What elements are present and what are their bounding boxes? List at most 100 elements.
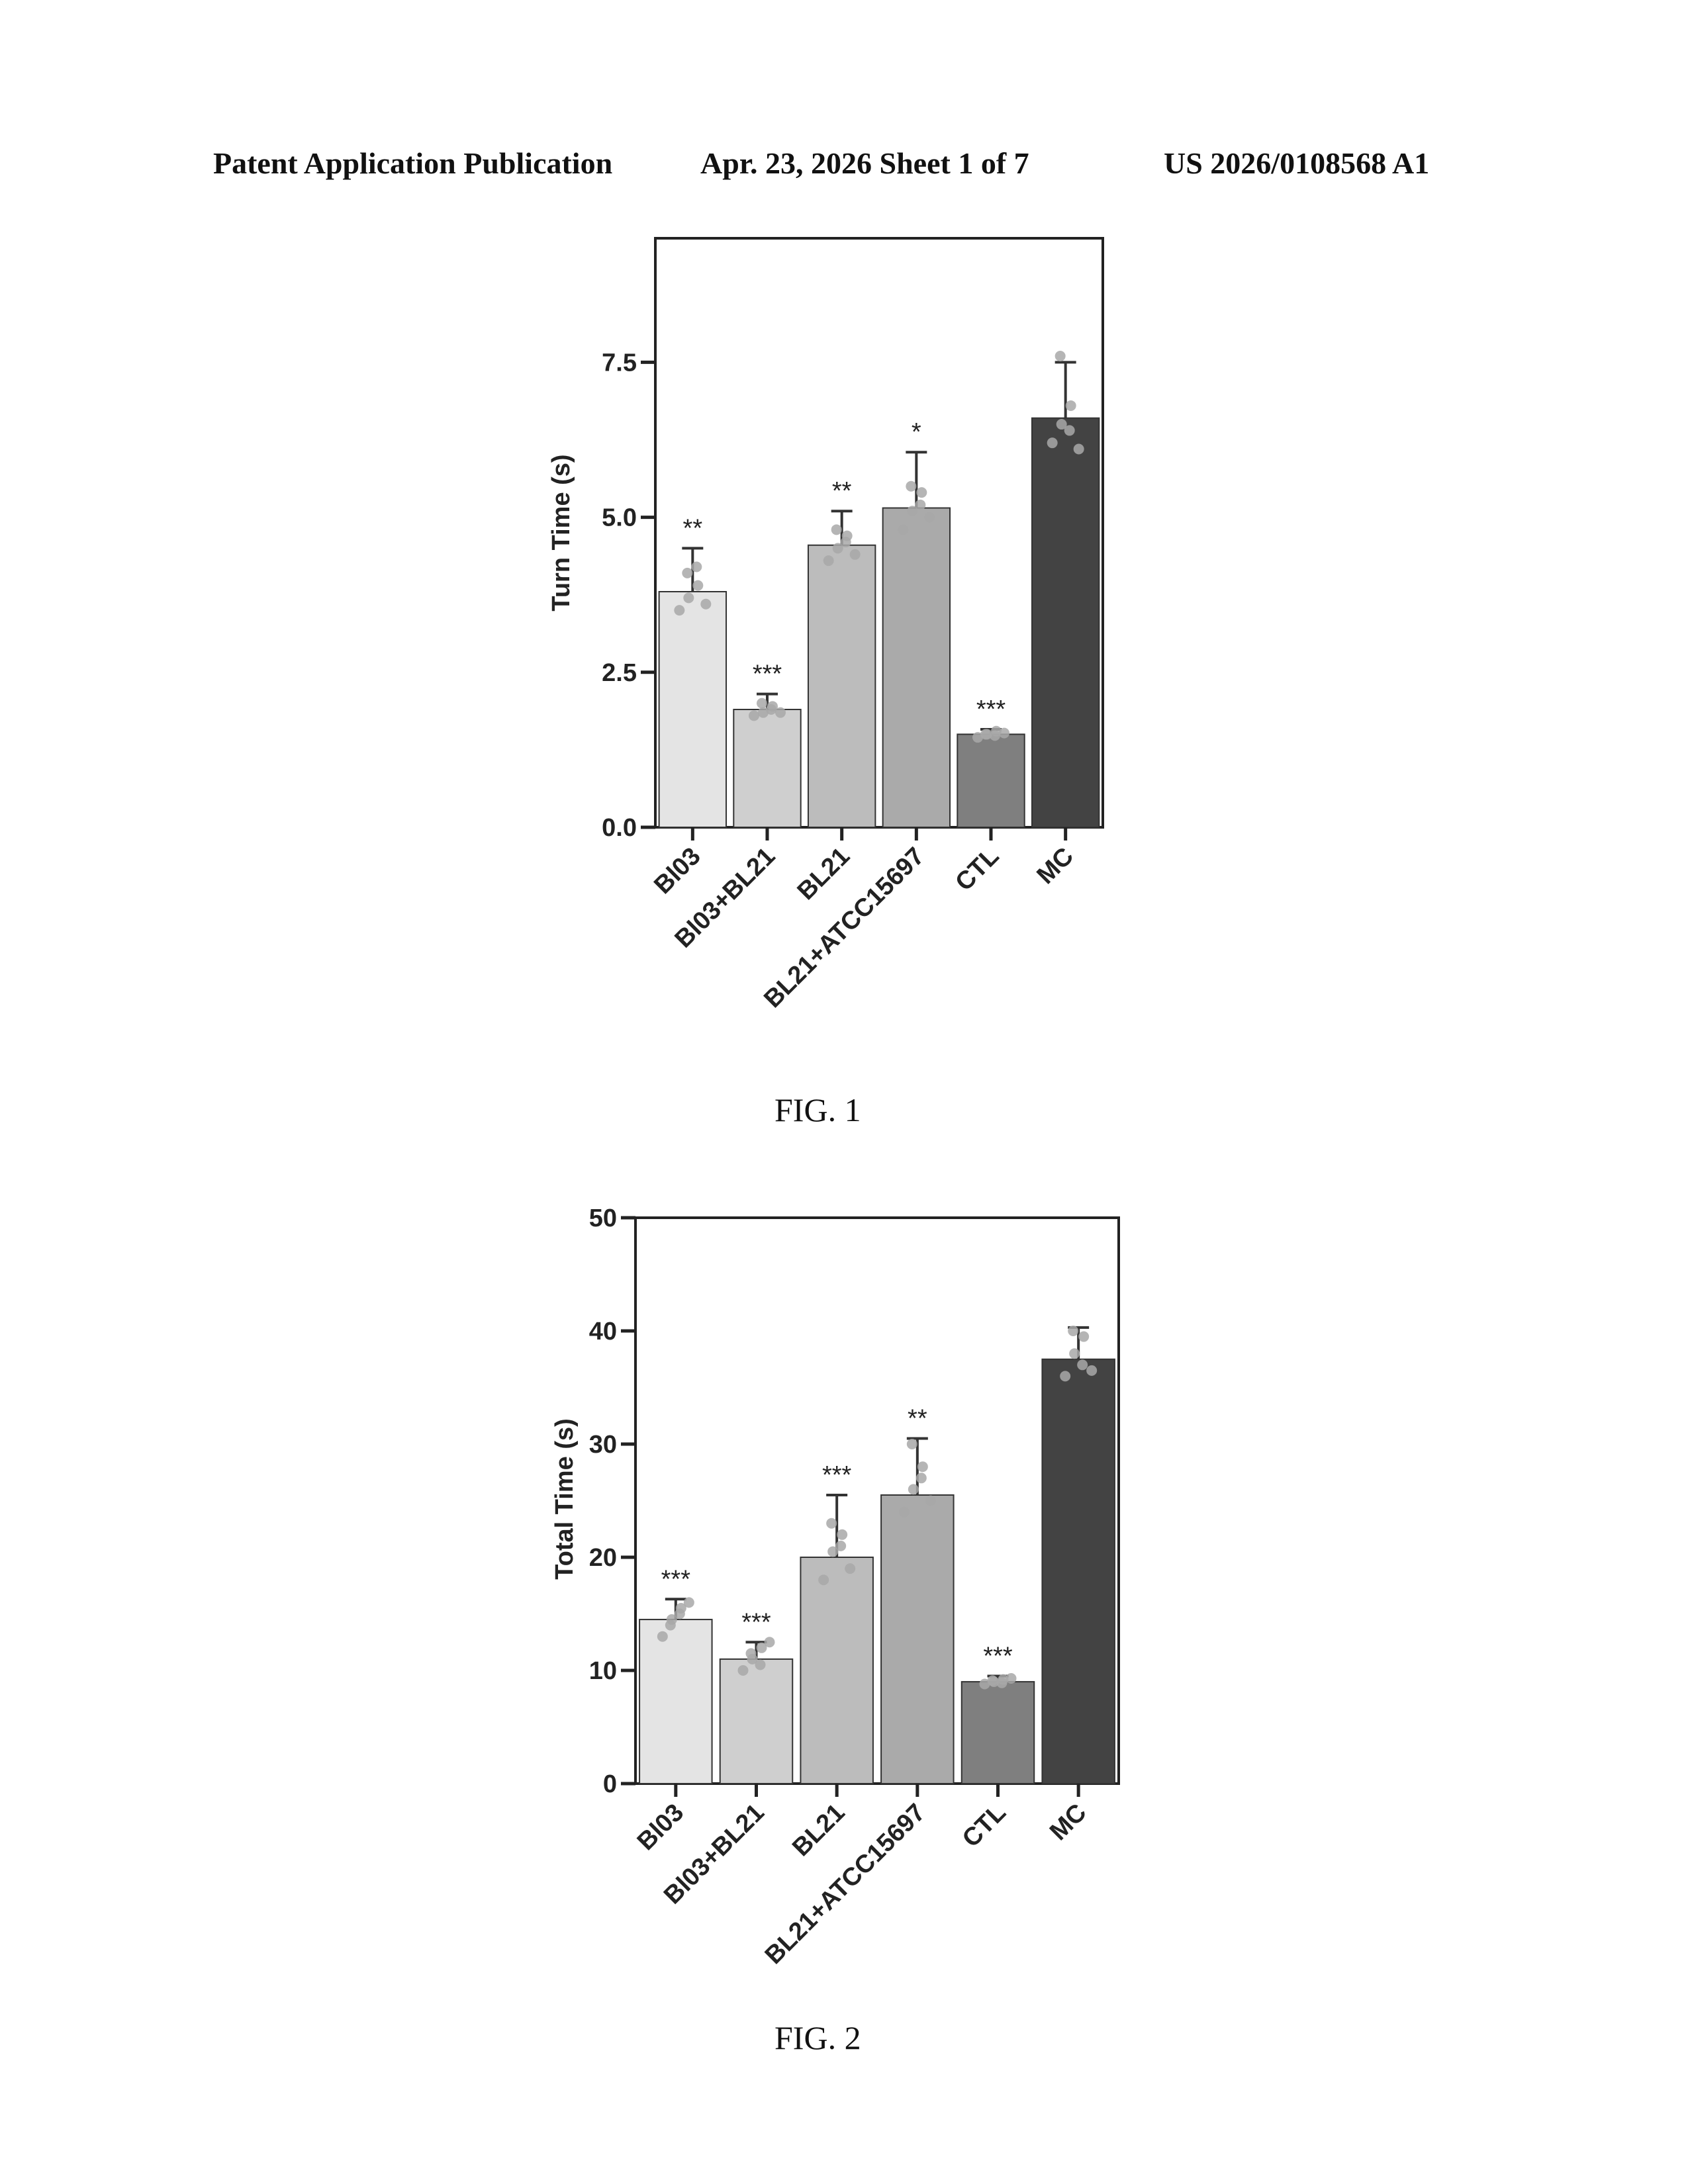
bar [1041, 1358, 1115, 1784]
data-point [1006, 1672, 1017, 1684]
bar [880, 1494, 955, 1784]
x-tick-label: BL21 [792, 842, 855, 905]
page-header: Patent Application Publication Apr. 23, … [0, 146, 1688, 185]
data-point [915, 1473, 927, 1484]
data-point [906, 1439, 917, 1449]
y-tick-label: 5.0 [602, 504, 637, 532]
data-point [683, 1597, 694, 1608]
data-point [700, 598, 712, 610]
data-point [757, 698, 767, 709]
data-point [1078, 1331, 1090, 1342]
bar [807, 544, 876, 828]
publication-type: Patent Application Publication [213, 146, 613, 180]
plot-frame [634, 1216, 1120, 1785]
data-point [898, 1506, 910, 1518]
data-point [665, 1619, 676, 1631]
x-tick-label: BL21+ATCC15697 [760, 1799, 931, 1970]
data-point [831, 524, 842, 535]
data-point [907, 506, 918, 517]
data-point [837, 1529, 848, 1540]
data-point [849, 549, 861, 560]
bar [639, 1619, 713, 1784]
data-point [908, 1484, 919, 1495]
y-tick-label: 50 [589, 1205, 617, 1232]
y-tick-label: 7.5 [602, 349, 637, 377]
data-point [674, 1608, 685, 1619]
significance-label: *** [661, 1565, 691, 1593]
data-point [835, 1540, 847, 1551]
bar [882, 507, 951, 828]
x-tick-label: CTL [957, 1799, 1011, 1853]
data-point [1086, 1365, 1098, 1376]
significance-label: * [912, 418, 921, 446]
data-point [766, 704, 776, 715]
significance-label: *** [983, 1643, 1013, 1670]
data-point [691, 561, 702, 572]
y-tick-label: 2.5 [602, 659, 637, 687]
y-axis-title: Turn Time (s) [547, 454, 575, 611]
data-point [827, 1546, 839, 1557]
bar [658, 591, 727, 828]
data-point [755, 1659, 766, 1670]
data-point [683, 592, 694, 604]
data-point [924, 512, 935, 523]
data-point [987, 1675, 998, 1686]
significance-label: ** [832, 477, 852, 505]
figure-1-caption: FIG. 1 [774, 1091, 861, 1128]
data-point [1069, 1348, 1080, 1359]
data-point [1077, 1359, 1088, 1371]
data-point [845, 1563, 856, 1574]
x-tick-label: Bl03 [649, 842, 706, 899]
data-point [840, 537, 851, 548]
data-point [826, 1518, 837, 1529]
bar [957, 733, 1025, 829]
data-point [737, 1665, 749, 1676]
data-point [916, 487, 927, 498]
data-point [980, 729, 991, 740]
data-point [915, 499, 926, 510]
data-point [758, 707, 769, 718]
x-tick-label: MC [1045, 1799, 1092, 1846]
y-tick-label: 0.0 [602, 814, 637, 842]
significance-label: *** [822, 1461, 852, 1489]
publication-date-sheet: Apr. 23, 2026 Sheet 1 of 7 [700, 146, 1029, 180]
data-point [990, 730, 1000, 741]
data-point [972, 732, 983, 743]
data-point [1056, 419, 1067, 430]
x-tick-label: Bl03 [632, 1799, 689, 1856]
publication-number: US 2026/0108568 A1 [1164, 146, 1430, 180]
y-tick-label: 40 [589, 1318, 617, 1345]
significance-label: ** [908, 1404, 927, 1432]
x-tick-label: MC [1032, 842, 1079, 889]
data-point [764, 1637, 775, 1648]
data-point [1060, 1371, 1071, 1382]
y-tick-label: 10 [589, 1657, 617, 1685]
significance-label: ** [683, 514, 703, 542]
data-point [682, 567, 693, 578]
significance-label: *** [753, 660, 782, 688]
data-point [745, 1648, 757, 1659]
x-tick-label: BL21 [787, 1799, 850, 1862]
data-point [979, 1678, 990, 1690]
data-point [749, 710, 759, 721]
bar [1031, 417, 1100, 828]
data-point [657, 1631, 668, 1642]
data-point [1073, 443, 1084, 455]
bar [733, 709, 802, 828]
data-point [999, 727, 1009, 739]
data-point [1065, 400, 1076, 411]
data-point [823, 555, 834, 567]
significance-label: *** [741, 1608, 771, 1636]
data-point [925, 1495, 936, 1506]
significance-label: *** [976, 696, 1006, 723]
data-point [674, 605, 685, 616]
data-point [906, 480, 917, 492]
data-point [832, 543, 843, 554]
bar [800, 1557, 874, 1784]
y-axis-title: Total Time (s) [551, 1418, 579, 1580]
y-tick-label: 30 [589, 1431, 617, 1459]
data-point [692, 580, 704, 591]
data-point [756, 1642, 767, 1653]
